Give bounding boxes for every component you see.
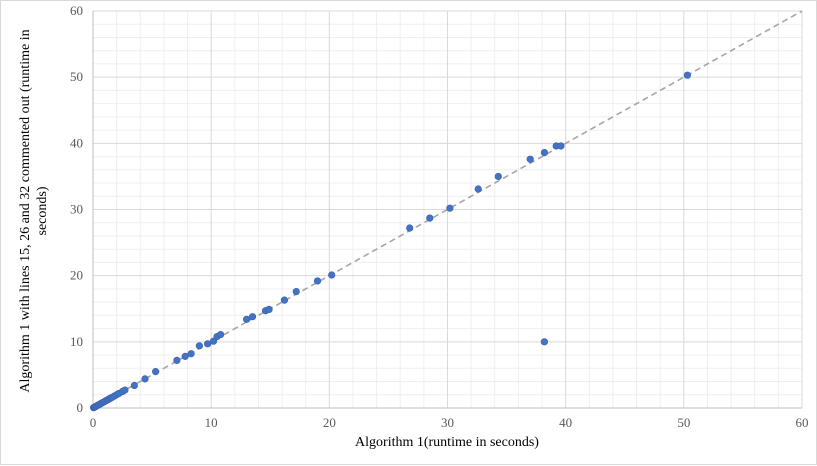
- data-point: [526, 155, 534, 163]
- axes: [92, 11, 802, 409]
- data-points: [89, 71, 691, 412]
- data-point: [446, 204, 454, 212]
- y-tick-label: 30: [70, 202, 83, 217]
- data-point: [141, 375, 149, 383]
- x-tick-label: 10: [205, 415, 218, 430]
- y-tick-label: 10: [70, 334, 83, 349]
- y-tick-label: 40: [70, 135, 83, 150]
- x-axis-title: Algorithm 1(runtime in seconds): [355, 435, 539, 450]
- data-point: [152, 368, 160, 376]
- data-point: [187, 350, 195, 358]
- y-tick-labels: 0 10 20 30 40 50 60: [70, 3, 83, 415]
- data-point: [204, 340, 212, 348]
- data-point: [540, 148, 548, 157]
- data-point: [540, 338, 548, 346]
- y-axis-title-line-1: Algorithm 1 with lines 15, 26 and 32 com…: [18, 29, 33, 392]
- data-point: [557, 142, 565, 150]
- data-point: [265, 305, 273, 314]
- data-point: [243, 315, 251, 323]
- y-axis-title: Algorithm 1 with lines 15, 26 and 32 com…: [18, 29, 50, 392]
- data-point: [474, 185, 482, 193]
- data-point: [328, 271, 336, 279]
- data-point: [313, 277, 322, 285]
- x-tick-label: 0: [90, 415, 97, 430]
- data-point: [683, 71, 691, 79]
- data-point: [494, 172, 502, 181]
- x-tick-label: 30: [441, 415, 454, 430]
- y-axis-title-line-2: seconds): [35, 186, 50, 235]
- x-tick-label: 50: [677, 415, 690, 430]
- data-point: [280, 296, 289, 304]
- data-point: [292, 287, 300, 296]
- x-tick-label: 20: [323, 415, 336, 430]
- x-tick-labels: 0 10 20 30 40 50 60: [90, 415, 809, 430]
- data-point: [181, 352, 189, 360]
- x-tick-label: 60: [796, 415, 809, 430]
- y-tick-label: 50: [70, 69, 83, 84]
- y-tick-label: 20: [70, 268, 83, 283]
- x-tick-label: 40: [559, 415, 572, 430]
- data-point: [248, 313, 257, 321]
- data-point: [195, 342, 203, 350]
- y-tick-label: 60: [70, 3, 83, 18]
- data-point: [406, 224, 414, 232]
- y-tick-label: 0: [77, 400, 84, 415]
- data-point: [121, 386, 129, 394]
- data-point: [426, 214, 434, 222]
- data-point: [173, 356, 181, 364]
- data-point: [217, 330, 225, 339]
- data-point: [130, 381, 138, 390]
